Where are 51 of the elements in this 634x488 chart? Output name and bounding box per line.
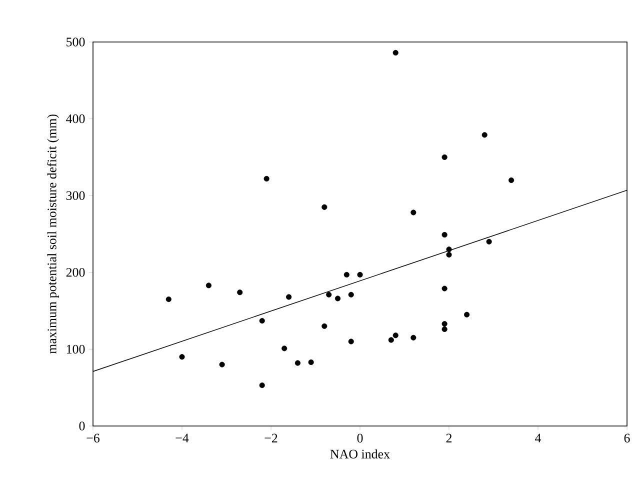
point bbox=[442, 326, 448, 332]
point bbox=[166, 296, 172, 302]
x-tick-label: 6 bbox=[624, 434, 630, 442]
point bbox=[392, 50, 398, 56]
point bbox=[259, 318, 265, 324]
point bbox=[219, 362, 225, 368]
point bbox=[282, 346, 288, 352]
point bbox=[486, 238, 492, 244]
point bbox=[326, 292, 332, 298]
y-tick-label: 400 bbox=[66, 114, 85, 124]
point bbox=[344, 272, 350, 278]
y-tick-label: 0 bbox=[79, 422, 85, 430]
y-tick-label: 500 bbox=[66, 38, 85, 46]
point bbox=[442, 286, 448, 292]
x-tick-label: 0 bbox=[357, 434, 363, 443]
y-tick-label: 100 bbox=[66, 344, 85, 354]
x-tick-label: −6 bbox=[86, 434, 100, 442]
x-tick-label: 4 bbox=[535, 434, 542, 442]
point bbox=[308, 359, 314, 366]
point bbox=[259, 382, 265, 388]
point bbox=[237, 290, 243, 296]
point bbox=[286, 294, 292, 300]
point bbox=[482, 132, 488, 138]
y-axis-title: maximum potential soil moisture deficit (mm) bbox=[47, 114, 59, 354]
point bbox=[264, 176, 270, 182]
x-tick-label: 2 bbox=[446, 434, 452, 442]
point bbox=[442, 321, 448, 327]
point bbox=[348, 338, 354, 344]
point bbox=[179, 354, 185, 360]
y-tick-label: 300 bbox=[66, 191, 85, 200]
point bbox=[322, 323, 328, 329]
point bbox=[464, 312, 470, 318]
point bbox=[348, 292, 354, 298]
point bbox=[322, 204, 328, 210]
point bbox=[410, 334, 416, 340]
point bbox=[442, 154, 448, 160]
x-axis-title: NAO index bbox=[330, 449, 390, 458]
y-tick-label: 200 bbox=[66, 268, 85, 277]
point bbox=[357, 272, 363, 278]
point bbox=[446, 246, 452, 252]
point bbox=[334, 296, 341, 302]
point bbox=[446, 252, 452, 258]
point bbox=[508, 177, 514, 184]
x-tick-label: −2 bbox=[264, 434, 278, 442]
point bbox=[392, 332, 398, 338]
point bbox=[388, 337, 394, 343]
point bbox=[206, 282, 212, 288]
point bbox=[294, 360, 300, 366]
x-tick-label: −4 bbox=[176, 434, 189, 442]
point bbox=[410, 210, 416, 216]
point bbox=[442, 232, 448, 238]
